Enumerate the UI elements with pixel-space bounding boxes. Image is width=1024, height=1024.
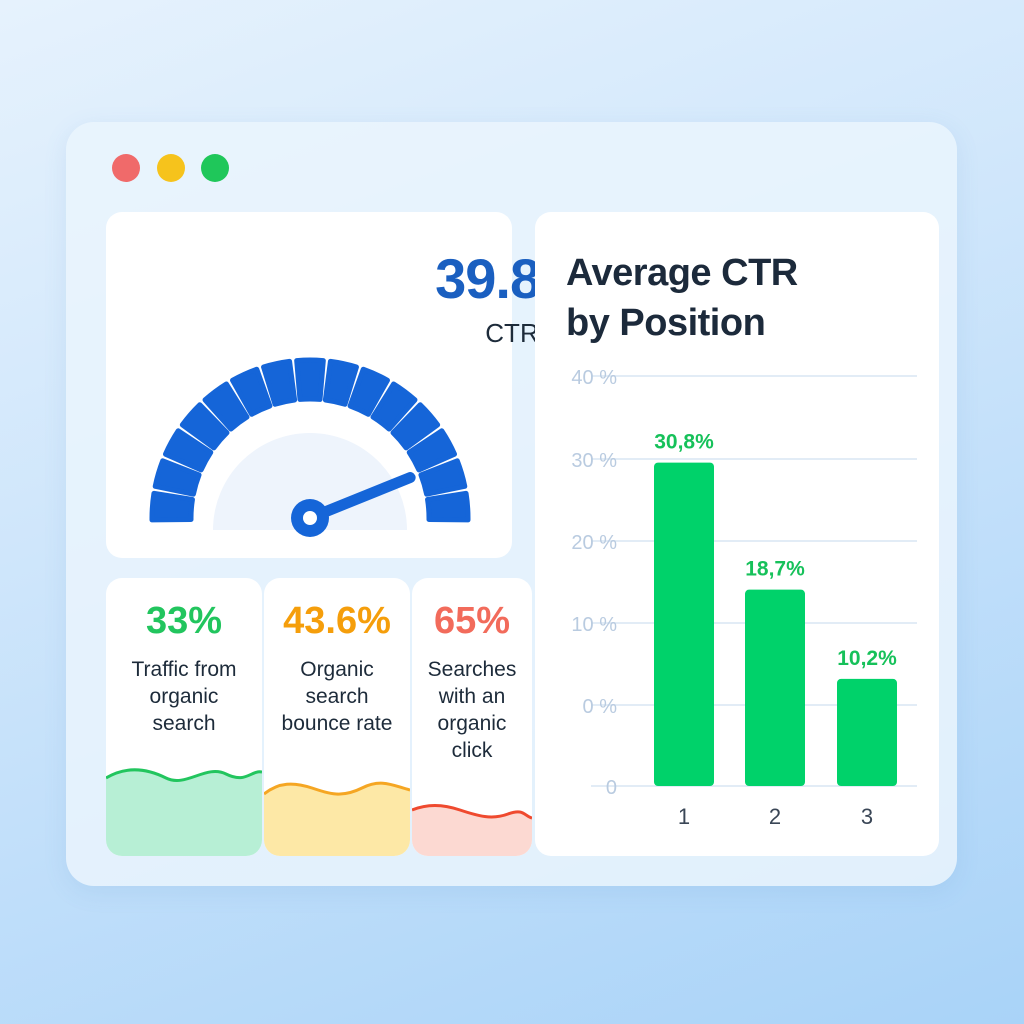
bounce-rate-value: 43.6% (283, 600, 391, 642)
label-line: click (451, 739, 493, 762)
label-line: Traffic from (131, 658, 237, 681)
y-tick-label: 10 % (571, 614, 617, 636)
label-line: with an (438, 685, 506, 708)
y-tick-label: 30 % (571, 450, 617, 472)
gauge-segment (149, 490, 195, 523)
ctr-bar-chart: 40 % 30 % 20 % 10 % 0 % 0 30,8% 18,7% 10,2% 1 2 3 (571, 367, 917, 829)
gauge-needle-hub-center (303, 511, 317, 525)
chart-bars (654, 462, 897, 786)
gauge-segment (406, 428, 458, 473)
stat-card-organic-traffic (106, 578, 262, 856)
bounce-rate-label: Organic search bounce rate (264, 656, 410, 737)
gauge-segment (294, 357, 326, 402)
bar-value-label: 30,8% (654, 431, 714, 454)
gauge-segment (162, 428, 214, 473)
organic-traffic-value: 33% (145, 600, 223, 642)
gauge-segment (261, 358, 298, 407)
gauge-segment (152, 458, 202, 497)
label-line: organic (437, 712, 507, 735)
sparkline-line (412, 804, 532, 820)
gauge-segment (322, 358, 359, 407)
bounce-rate-sparkline (264, 781, 410, 856)
organic-click-sparkline (412, 804, 532, 856)
minimize-window-button[interactable] (157, 154, 185, 182)
gauge-segment (390, 402, 441, 451)
x-tick-label: 1 (678, 804, 690, 829)
gauge-segment (370, 381, 418, 432)
label-line: bounce rate (281, 712, 393, 735)
y-tick-label: 20 % (571, 532, 617, 554)
label-line: search (305, 685, 369, 708)
y-tick-label: 0 % (583, 696, 618, 718)
maximize-window-button[interactable] (201, 154, 229, 182)
gauge-segment (418, 458, 468, 497)
gauge-segment (179, 402, 230, 451)
gauge-segment (230, 366, 273, 417)
gauge-dial-face (213, 433, 407, 530)
organic-traffic-label: Traffic from organic search (106, 656, 262, 737)
ctr-gauge (149, 357, 471, 537)
gauge-segments (149, 357, 471, 523)
gauge-segment (202, 381, 250, 432)
sparkline-area (412, 805, 532, 856)
label-line: search (152, 712, 216, 735)
stat-card-organic-click (412, 578, 532, 856)
sparkline-area (106, 769, 262, 856)
x-tick-label: 2 (769, 804, 781, 829)
sparkline-area (264, 783, 410, 856)
gauge-segment (425, 490, 471, 523)
close-window-button[interactable] (112, 154, 140, 182)
y-tick-label: 40 % (571, 367, 617, 389)
x-axis-ticks: 1 2 3 (678, 804, 873, 829)
bar-value-label: 10,2% (837, 647, 897, 670)
label-line: organic (149, 685, 219, 708)
bar-value-label: 18,7% (745, 558, 805, 581)
y-tick-label: 0 (606, 777, 617, 799)
x-tick-label: 3 (861, 804, 873, 829)
chart-title: Average CTR by Position (566, 248, 906, 348)
gauge-segment (347, 366, 390, 417)
chart-title-line: by Position (566, 302, 766, 344)
label-line: Searches (427, 658, 517, 681)
organic-click-value: 65% (433, 600, 511, 642)
bar (745, 589, 805, 786)
y-axis-ticks: 40 % 30 % 20 % 10 % 0 % 0 (571, 367, 617, 799)
bar (837, 678, 897, 786)
chart-title-line: Average CTR (566, 252, 798, 294)
organic-traffic-sparkline (106, 768, 262, 856)
bar-data-labels: 30,8% 18,7% 10,2% (654, 431, 897, 670)
sparkline-line (264, 781, 410, 796)
sparkline-line (106, 768, 262, 782)
ctr-label: CTR (485, 318, 539, 348)
stat-card-bounce-rate (264, 578, 410, 856)
label-line: Organic (300, 658, 374, 681)
bar (654, 462, 714, 786)
organic-click-label: Searches with an organic click (412, 656, 532, 764)
